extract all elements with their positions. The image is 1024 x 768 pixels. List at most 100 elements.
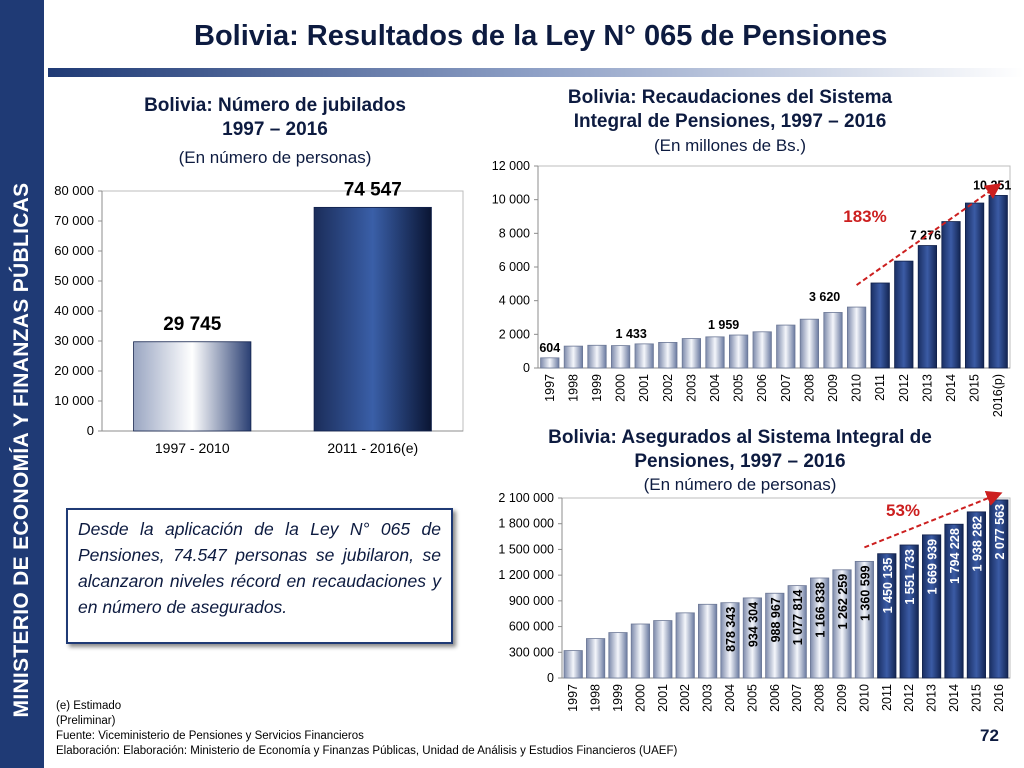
x-tick-label: 2013 (925, 684, 939, 712)
x-tick-label: 2016 (992, 684, 1006, 712)
bar (870, 282, 890, 369)
bar (658, 342, 678, 369)
x-tick-label: 1998 (589, 684, 603, 712)
x-tick-label: 2007 (790, 684, 804, 712)
bar (776, 324, 796, 369)
x-tick-label: 2002 (678, 684, 692, 712)
sidebar-band: MINISTERIO DE ECONOMÍA Y FINANZAS PÚBLIC… (0, 0, 44, 768)
bar (675, 612, 695, 679)
data-label: 1 938 282 (970, 516, 984, 572)
bar (563, 650, 583, 679)
growth-label: 183% (843, 207, 886, 226)
x-tick-label: 2000 (614, 374, 628, 402)
y-tick-label: 50 000 (54, 273, 94, 288)
chart1-title-line1: Bolivia: Número de jubilados (144, 95, 406, 116)
y-tick-label: 10 000 (54, 393, 94, 408)
growth-label: 53% (886, 501, 920, 520)
x-tick-label: 2000 (633, 684, 647, 712)
x-tick-label: 2011 (880, 684, 894, 711)
y-tick-label: 300 000 (509, 645, 554, 659)
x-tick-label: 1999 (611, 684, 625, 712)
y-tick-label: 0 (523, 361, 530, 375)
bar (877, 553, 897, 679)
footnote-preliminar: (Preliminar) (56, 715, 116, 727)
footnote-elaboracion: Elaboración: Elaboración: Ministerio de … (56, 745, 678, 757)
x-tick-label: 2008 (813, 684, 827, 712)
data-label: 1 077 814 (791, 590, 805, 646)
x-tick-label: 2001 (637, 374, 651, 402)
bar (630, 623, 650, 679)
y-tick-label: 0 (547, 671, 554, 685)
bar (586, 638, 606, 679)
x-tick-label: 2002 (661, 374, 675, 402)
y-tick-label: 30 000 (54, 333, 94, 348)
x-tick-label: 2011 (873, 374, 887, 401)
bar (941, 221, 961, 369)
bar (752, 331, 772, 369)
x-tick-label: 2004 (723, 684, 737, 712)
x-tick-label: 1998 (566, 374, 580, 402)
bar (854, 560, 874, 679)
chart3-title-line2: Pensiones, 1997 – 2016 (634, 451, 846, 472)
bar (964, 202, 985, 369)
x-tick-label: 1999 (590, 374, 604, 402)
y-tick-label: 70 000 (54, 213, 94, 228)
y-tick-label: 20 000 (54, 363, 94, 378)
x-tick-label: 2005 (732, 374, 746, 402)
chart1-title-line2: 1997 – 2016 (222, 119, 328, 140)
chart2-title-line1: Bolivia: Recaudaciones del Sistema (567, 87, 893, 108)
x-tick-label: 2009 (835, 684, 849, 712)
x-tick-label: 1997 (543, 374, 557, 402)
x-tick-label: 2006 (755, 374, 769, 402)
data-label: 1 433 (616, 327, 647, 341)
data-label: 604 (539, 341, 560, 355)
bar (634, 343, 654, 369)
bar (787, 585, 807, 679)
x-tick-label: 2013 (920, 374, 934, 402)
chart-jubilados: 0 10 000 20 000 30 000 40 000 50 000 60 000 70 … (54, 179, 464, 456)
bar (608, 632, 628, 679)
chart1-title: Bolivia: Número de jubilados 1997 – 2016 (90, 94, 460, 142)
x-tick-label: 2004 (708, 374, 722, 402)
bar (540, 357, 560, 369)
bar (899, 544, 919, 679)
y-tick-label: 60 000 (54, 243, 94, 258)
growth-arrow (856, 183, 1002, 286)
chart2-subtitle: (En millones de Bs.) (653, 136, 807, 155)
data-label: 934 304 (746, 602, 760, 647)
chart3-subtitle: (En número de personas) (643, 475, 837, 494)
bar (728, 334, 749, 369)
chart3-title: Bolivia: Asegurados al Sistema Integral … (500, 426, 980, 474)
x-tick-label: 2009 (826, 374, 840, 402)
bar (313, 206, 432, 432)
y-tick-label: 1 500 000 (498, 542, 554, 556)
x-tick-label: 2001 (656, 684, 670, 712)
x-tick-label: 2006 (768, 684, 782, 712)
x-tick-label: 2012 (897, 374, 911, 402)
x-tick-label: 2008 (802, 374, 816, 402)
bar (917, 245, 938, 369)
x-tick-label: 2011 - 2016(e) (327, 440, 418, 456)
plot-frame (537, 165, 1011, 369)
x-tick-label: 2015 (969, 684, 983, 712)
bar (653, 620, 673, 679)
chart2-title-line2: Integral de Pensiones, 1997 – 2016 (573, 111, 887, 132)
bar (720, 602, 740, 679)
y-tick-label: 40 000 (54, 303, 94, 318)
bar (944, 523, 964, 679)
page-number: 72 (980, 726, 999, 745)
x-tick-label: 2010 (850, 374, 864, 402)
x-tick-label: 2003 (684, 374, 698, 402)
bar (705, 336, 725, 369)
x-tick-label: 2010 (857, 684, 871, 712)
data-label: 2 077 563 (993, 504, 1007, 560)
data-label: 988 967 (769, 597, 783, 642)
data-label: 74 547 (344, 179, 402, 200)
bar (846, 306, 867, 369)
bar (681, 338, 702, 369)
chart2-title: Bolivia: Recaudaciones del Sistema Integ… (500, 86, 960, 134)
growth-arrow (864, 490, 1003, 549)
data-label: 1 166 838 (814, 582, 828, 638)
y-tick-label: 10 000 (492, 193, 530, 207)
x-tick-label: 2014 (947, 684, 961, 712)
